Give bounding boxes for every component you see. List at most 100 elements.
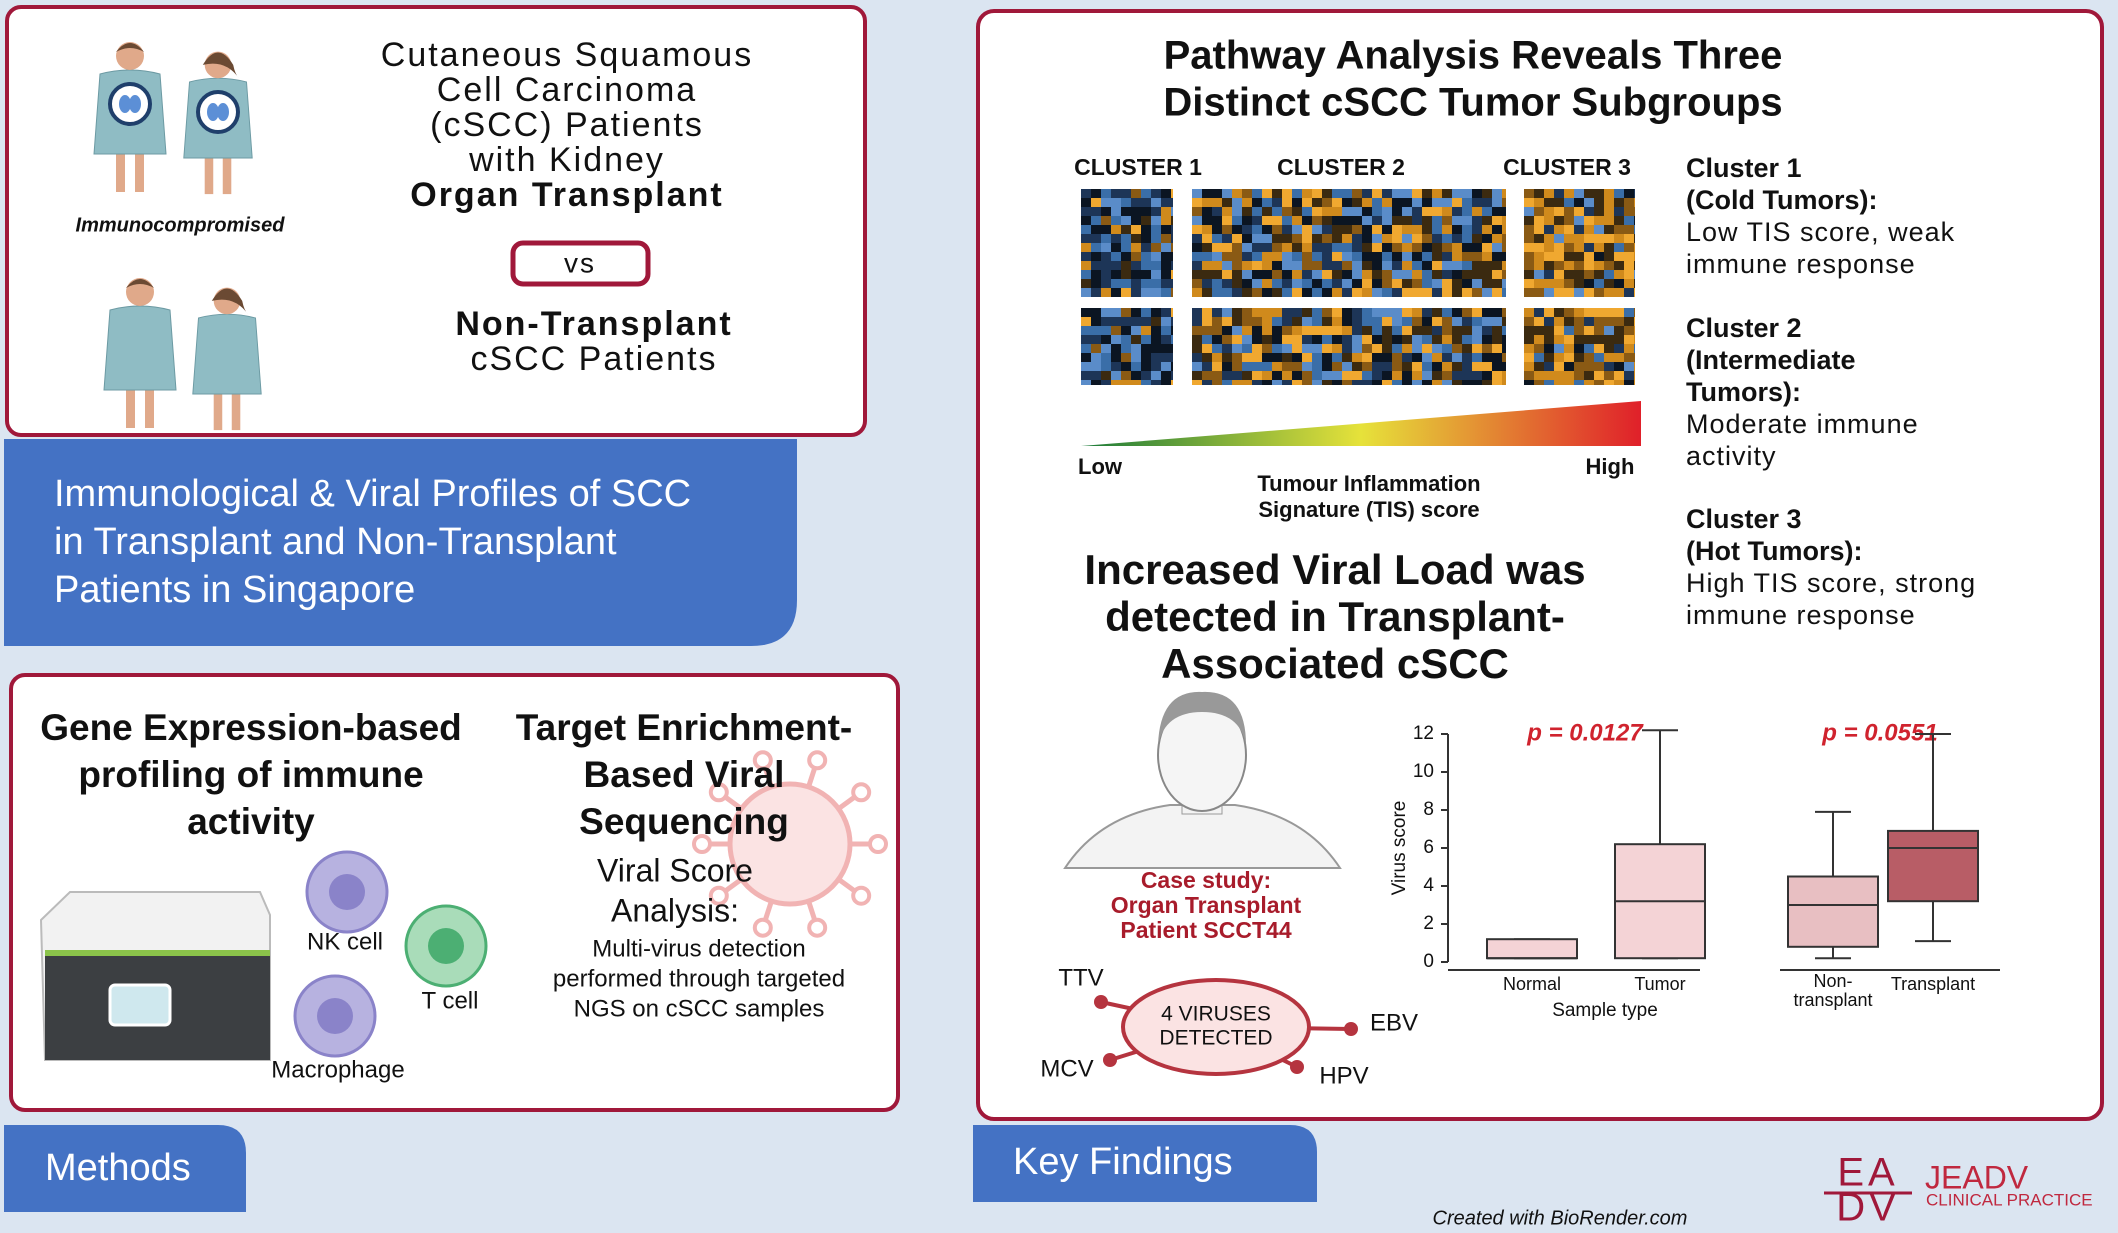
heatmap-cell	[1462, 380, 1472, 385]
heatmap-cell	[1141, 225, 1151, 234]
heatmap-cell	[1412, 317, 1422, 326]
heatmap-cell	[1332, 189, 1342, 198]
heatmap-cell	[1171, 353, 1173, 362]
heatmap-cell	[1292, 207, 1302, 216]
heatmap-cell	[1161, 207, 1171, 216]
heatmap-cell	[1604, 225, 1614, 234]
heatmap-cell	[1212, 326, 1222, 335]
heatmap-cell	[1292, 353, 1302, 362]
cell-label: NK cell	[307, 928, 383, 955]
heatmap-cell	[1372, 335, 1382, 344]
heatmap-cell	[1372, 371, 1382, 380]
heatmap-cell	[1272, 225, 1282, 234]
heatmap-cell	[1412, 326, 1422, 335]
heatmap-cell	[1634, 252, 1635, 261]
heatmap-cell	[1422, 198, 1432, 207]
leg	[135, 144, 144, 192]
heatmap-cell	[1282, 261, 1292, 270]
heatmap-cell	[1584, 371, 1594, 380]
heatmap-cell	[1482, 380, 1492, 385]
heatmap-cell	[1564, 317, 1574, 326]
heatmap-cell	[1192, 225, 1202, 234]
heatmap-cell	[1372, 288, 1382, 297]
heatmap-cell	[1202, 288, 1212, 297]
heatmap-cell	[1392, 207, 1402, 216]
heatmap-cell	[1242, 207, 1252, 216]
heatmap-cell	[1131, 198, 1141, 207]
heatmap-cell	[1462, 279, 1472, 288]
heatmap-cell	[1544, 362, 1554, 371]
heatmap-cell	[1292, 252, 1302, 261]
heatmap-cell	[1212, 252, 1222, 261]
cluster-label: CLUSTER 1	[1074, 154, 1202, 180]
heatmap-cell	[1262, 189, 1272, 198]
heatmap-cell	[1081, 326, 1091, 335]
heatmap-cell	[1192, 270, 1202, 279]
heatmap-cell	[1422, 261, 1432, 270]
heatmap-cell	[1362, 371, 1372, 380]
heatmap-cell	[1422, 279, 1432, 288]
heatmap-cell	[1524, 317, 1534, 326]
heatmap-cell	[1161, 216, 1171, 225]
heatmap-cell	[1472, 308, 1482, 317]
heatmap-cell	[1524, 270, 1534, 279]
heatmap-cell	[1081, 335, 1091, 344]
heatmap-cell	[1634, 261, 1635, 270]
heatmap-cell	[1412, 353, 1422, 362]
heatmap-cell	[1594, 252, 1604, 261]
heatmap-cell	[1624, 234, 1634, 243]
heatmap-cell	[1564, 380, 1574, 385]
heatmap-cell	[1352, 234, 1362, 243]
heatmap-cell	[1332, 371, 1342, 380]
heatmap-cell	[1161, 380, 1171, 385]
heatmap-cell	[1502, 243, 1506, 252]
heatmap-cell	[1322, 380, 1332, 385]
heatmap-cell	[1352, 288, 1362, 297]
heatmap-cell	[1232, 207, 1242, 216]
heatmap-cell	[1634, 243, 1635, 252]
heatmap-cell	[1534, 225, 1544, 234]
heatmap-cell	[1604, 344, 1614, 353]
heatmap-cell	[1472, 207, 1482, 216]
heatmap-cell	[1292, 308, 1302, 317]
heatmap-cell	[1332, 234, 1342, 243]
heatmap-cell	[1352, 335, 1362, 344]
heatmap-cell	[1462, 261, 1472, 270]
heatmap-cell	[1574, 225, 1584, 234]
heatmap-cell	[1312, 326, 1322, 335]
heatmap-cell	[1302, 270, 1312, 279]
heatmap-cell	[1472, 270, 1482, 279]
heatmap-cell	[1462, 198, 1472, 207]
heatmap-cell	[1634, 326, 1635, 335]
heatmap-cell	[1262, 243, 1272, 252]
x-tick-label: Non-	[1813, 971, 1852, 991]
heatmap-cell	[1402, 317, 1412, 326]
heatmap-cell	[1392, 326, 1402, 335]
hair	[202, 52, 239, 79]
heatmap-cell	[1634, 317, 1635, 326]
heatmap-cell	[1131, 261, 1141, 270]
heatmap-cell	[1544, 371, 1554, 380]
heatmap-cell	[1151, 207, 1161, 216]
heatmap-cell	[1412, 380, 1422, 385]
heatmap-cell	[1262, 353, 1272, 362]
heatmap-cell	[1342, 335, 1352, 344]
heatmap-cell	[1574, 234, 1584, 243]
heatmap-cell	[1534, 198, 1544, 207]
heatmap-cell	[1101, 326, 1111, 335]
heatmap-cell	[1462, 225, 1472, 234]
heatmap-cell	[1534, 207, 1544, 216]
heatmap-cell	[1614, 353, 1624, 362]
heatmap-cell	[1262, 198, 1272, 207]
heatmap-cell	[1544, 317, 1554, 326]
leg	[204, 148, 214, 195]
heatmap-cell	[1462, 234, 1472, 243]
virus-spike-tip	[752, 750, 773, 771]
heatmap-cell	[1121, 243, 1131, 252]
comparison-title: Non-Transplant	[455, 305, 732, 343]
heatmap-cell	[1584, 234, 1594, 243]
heatmap-cell	[1564, 344, 1574, 353]
heatmap-cell	[1482, 261, 1492, 270]
heatmap-cell	[1091, 362, 1101, 371]
heatmap-cell	[1232, 353, 1242, 362]
